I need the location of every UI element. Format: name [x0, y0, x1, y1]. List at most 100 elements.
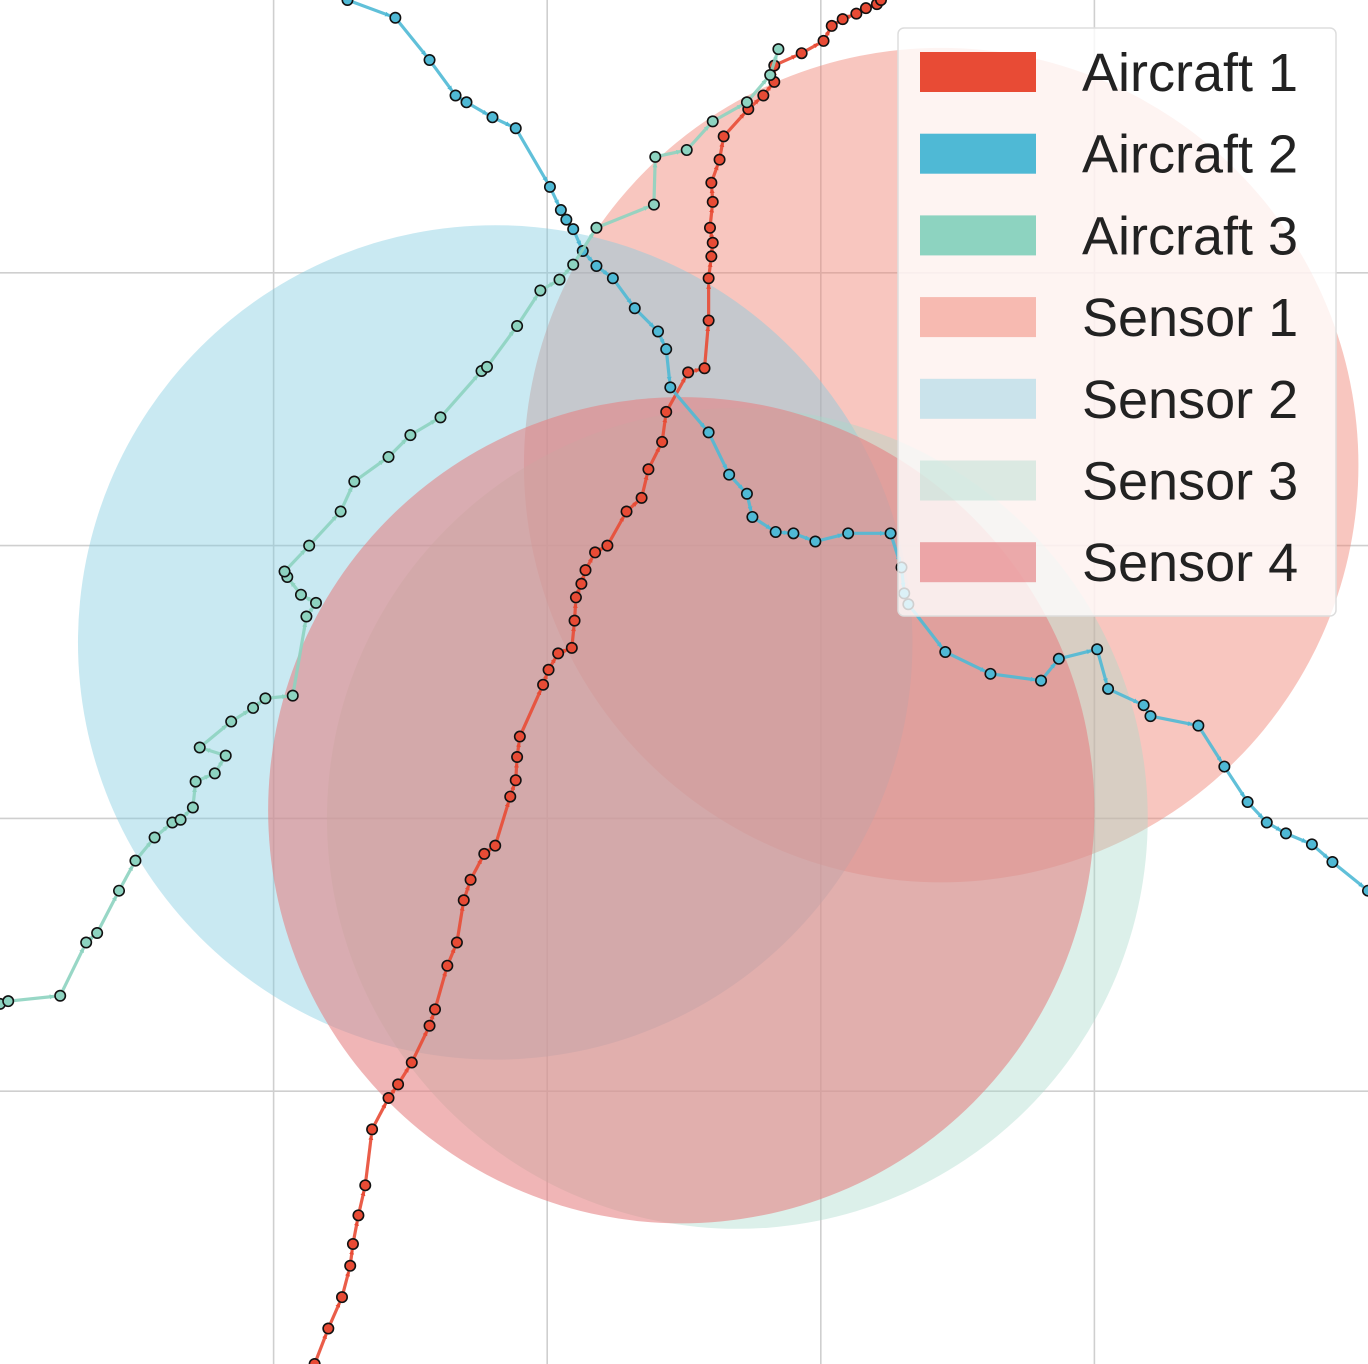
aircraft-3-point	[278, 565, 291, 578]
aircraft-2-point	[1144, 710, 1157, 723]
aircraft-3-point	[348, 475, 361, 488]
aircraft-1-segment	[433, 971, 448, 1010]
aircraft-1-point	[589, 546, 602, 559]
aircraft-1-point	[601, 539, 614, 552]
aircraft-2-point	[1326, 856, 1339, 869]
aircraft-1-point	[575, 577, 588, 590]
aircraft-3-segment	[515, 294, 539, 327]
aircraft-3-segment	[307, 514, 338, 547]
aircraft-2-point	[590, 259, 603, 272]
aircraft-1-point	[429, 1003, 442, 1016]
aircraft-2-point	[746, 510, 759, 523]
aircraft-1-point	[642, 463, 655, 476]
aircraft-1-point	[322, 1322, 335, 1335]
aircraft-1-point	[705, 250, 718, 263]
aircraft-1-point	[635, 491, 648, 504]
aircraft-1-point	[392, 1078, 405, 1091]
aircraft-2-point	[740, 487, 753, 500]
legend-swatch-1	[920, 52, 1036, 92]
aircraft-2-segment	[944, 650, 986, 673]
aircraft-3-point	[193, 741, 206, 754]
aircraft-1-point	[441, 959, 454, 972]
aircraft-2-point	[939, 645, 952, 658]
aircraft-1-point	[346, 1237, 359, 1250]
aircraft-3-point	[129, 854, 142, 867]
legend-swatch-7	[920, 542, 1036, 583]
aircraft-2-segment	[394, 16, 428, 57]
aircraft-1-point	[705, 176, 718, 189]
aircraft-1-point	[513, 730, 526, 743]
aircraft-3-point	[294, 588, 307, 601]
aircraft-2-point	[460, 96, 473, 109]
legend-swatch-6	[920, 460, 1036, 501]
aircraft-2-segment	[1197, 724, 1223, 763]
legend-label-1: Aircraft 1	[1082, 43, 1298, 103]
aircraft-1-point	[817, 34, 830, 47]
aircraft-2-point	[1052, 652, 1065, 665]
aircraft-1-point	[504, 790, 517, 803]
legend-label-2: Aircraft 2	[1082, 125, 1298, 185]
aircraft-2-segment	[346, 0, 391, 18]
aircraft-3-point	[649, 150, 662, 163]
sensor-4-region	[268, 397, 1095, 1224]
aircraft-1-segment	[702, 326, 711, 369]
aircraft-1-point	[511, 751, 524, 764]
aircraft-3-point	[590, 221, 603, 234]
legend-label-7: Sensor 4	[1082, 533, 1298, 593]
legend-label-5: Sensor 2	[1082, 370, 1298, 430]
aircraft-2-segment	[428, 59, 454, 92]
aircraft-3-point	[303, 539, 316, 552]
aircraft-1-point	[660, 405, 673, 418]
aircraft-3-point	[300, 610, 313, 623]
aircraft-1-point	[703, 221, 716, 234]
aircraft-3-segment	[58, 947, 85, 997]
aircraft-2-point	[554, 204, 567, 217]
aircraft-3-segment	[571, 232, 595, 266]
aircraft-1-segment	[455, 905, 465, 943]
aircraft-2-point	[769, 525, 782, 538]
aircraft-2-point	[787, 527, 800, 540]
aircraft-1-point	[702, 272, 715, 285]
legend-label-3: Aircraft 3	[1082, 206, 1298, 266]
aircraft-2-segment	[1331, 860, 1365, 889]
aircraft-2-point	[984, 667, 997, 680]
aircraft-2-point	[1218, 760, 1231, 773]
aircraft-2-segment	[669, 386, 706, 429]
aircraft-2-point	[509, 122, 522, 135]
aircraft-3-segment	[485, 329, 515, 368]
aircraft-2-point	[723, 468, 736, 481]
aircraft-3-point	[567, 258, 580, 271]
aircraft-3-point	[113, 884, 126, 897]
aircraft-3-point	[553, 273, 566, 286]
aircraft-1-point	[537, 678, 550, 691]
aircraft-1-point	[542, 663, 555, 676]
aircraft-1-point	[509, 774, 522, 787]
legend-box	[897, 27, 1337, 617]
aircraft-1-point	[569, 591, 582, 604]
aircraft-2-point	[652, 325, 665, 338]
aircraft-3-point	[434, 411, 447, 424]
aircraft-3-point	[148, 831, 161, 844]
aircraft-1-point	[308, 1358, 321, 1364]
aircraft-3-point	[740, 96, 753, 109]
aircraft-1-point	[874, 0, 887, 6]
aircraft-2-point	[702, 426, 715, 439]
aircraft-1-point	[405, 1056, 418, 1069]
aircraft-3-point	[189, 775, 202, 788]
aircraft-2-point	[560, 213, 573, 226]
aircraft-3-point	[647, 198, 660, 211]
aircraft-1-point	[579, 564, 592, 577]
aircraft-1-point	[706, 236, 719, 249]
aircraft-1-point	[717, 130, 730, 143]
aircraft-3-point	[80, 936, 93, 949]
aircraft-3-point	[54, 989, 67, 1002]
aircraft-1-point	[352, 1209, 365, 1222]
aircraft-1-point	[457, 894, 470, 907]
sensor-regions	[77, 47, 1359, 1229]
aircraft-1-point	[344, 1259, 357, 1272]
aircraft-1-point	[702, 314, 715, 327]
aircraft-2-point	[486, 111, 499, 124]
aircraft-2-point	[1137, 699, 1150, 712]
aircraft-2-point	[842, 527, 855, 540]
